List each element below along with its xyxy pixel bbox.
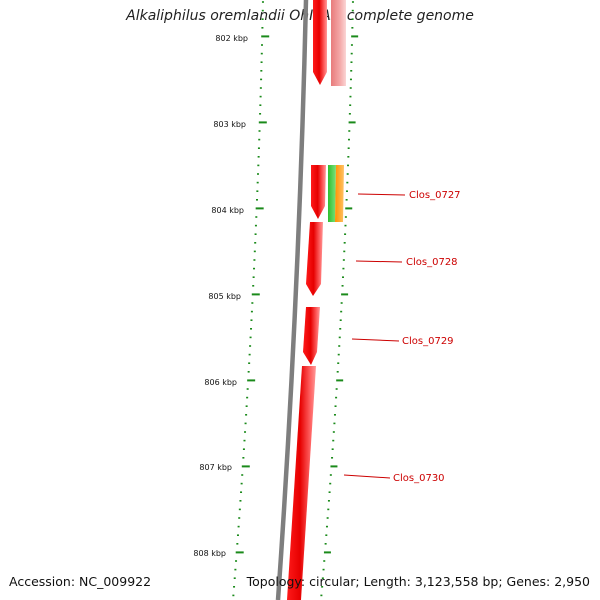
map-title: Alkaliphilus oremlandii OhILAs, complete… — [126, 8, 474, 24]
label-clos-0729[interactable]: Clos_0729 — [402, 336, 454, 347]
leader-clos-0728 — [355, 260, 403, 263]
kbp-label-806: 806 kbp — [204, 378, 237, 387]
kbp-label-803: 803 kbp — [213, 120, 246, 129]
gene-clos-0730[interactable] — [287, 366, 316, 600]
gene-upper-pink[interactable] — [331, 0, 346, 86]
leader-clos-0730 — [343, 474, 391, 479]
label-clos-0728[interactable]: Clos_0728 — [406, 257, 458, 268]
gene-clos-0728[interactable] — [306, 222, 323, 296]
kbp-label-802: 802 kbp — [215, 34, 248, 43]
gene-clos-0727[interactable] — [311, 165, 326, 219]
leader-clos-0727 — [357, 193, 406, 196]
gene-clos-0729[interactable] — [303, 307, 320, 365]
topology-label: Topology: circular; Length: 3,123,558 bp… — [246, 574, 590, 589]
outer-tick-track — [320, 1, 359, 597]
gene-upper-red[interactable] — [313, 0, 327, 85]
accession-label: Accession: NC_009922 — [9, 574, 152, 589]
genome-backbone — [275, 0, 309, 600]
gene-0727-green[interactable] — [328, 165, 336, 222]
inner-tick-track — [232, 1, 270, 597]
kbp-label-805: 805 kbp — [208, 292, 241, 301]
label-clos-0727[interactable]: Clos_0727 — [409, 190, 461, 201]
kbp-label-804: 804 kbp — [211, 206, 244, 215]
kbp-label-807: 807 kbp — [199, 463, 232, 472]
leader-clos-0729 — [351, 338, 400, 342]
gene-0727-orange[interactable] — [335, 165, 344, 222]
label-clos-0730[interactable]: Clos_0730 — [393, 473, 445, 484]
kbp-label-808: 808 kbp — [193, 549, 226, 558]
